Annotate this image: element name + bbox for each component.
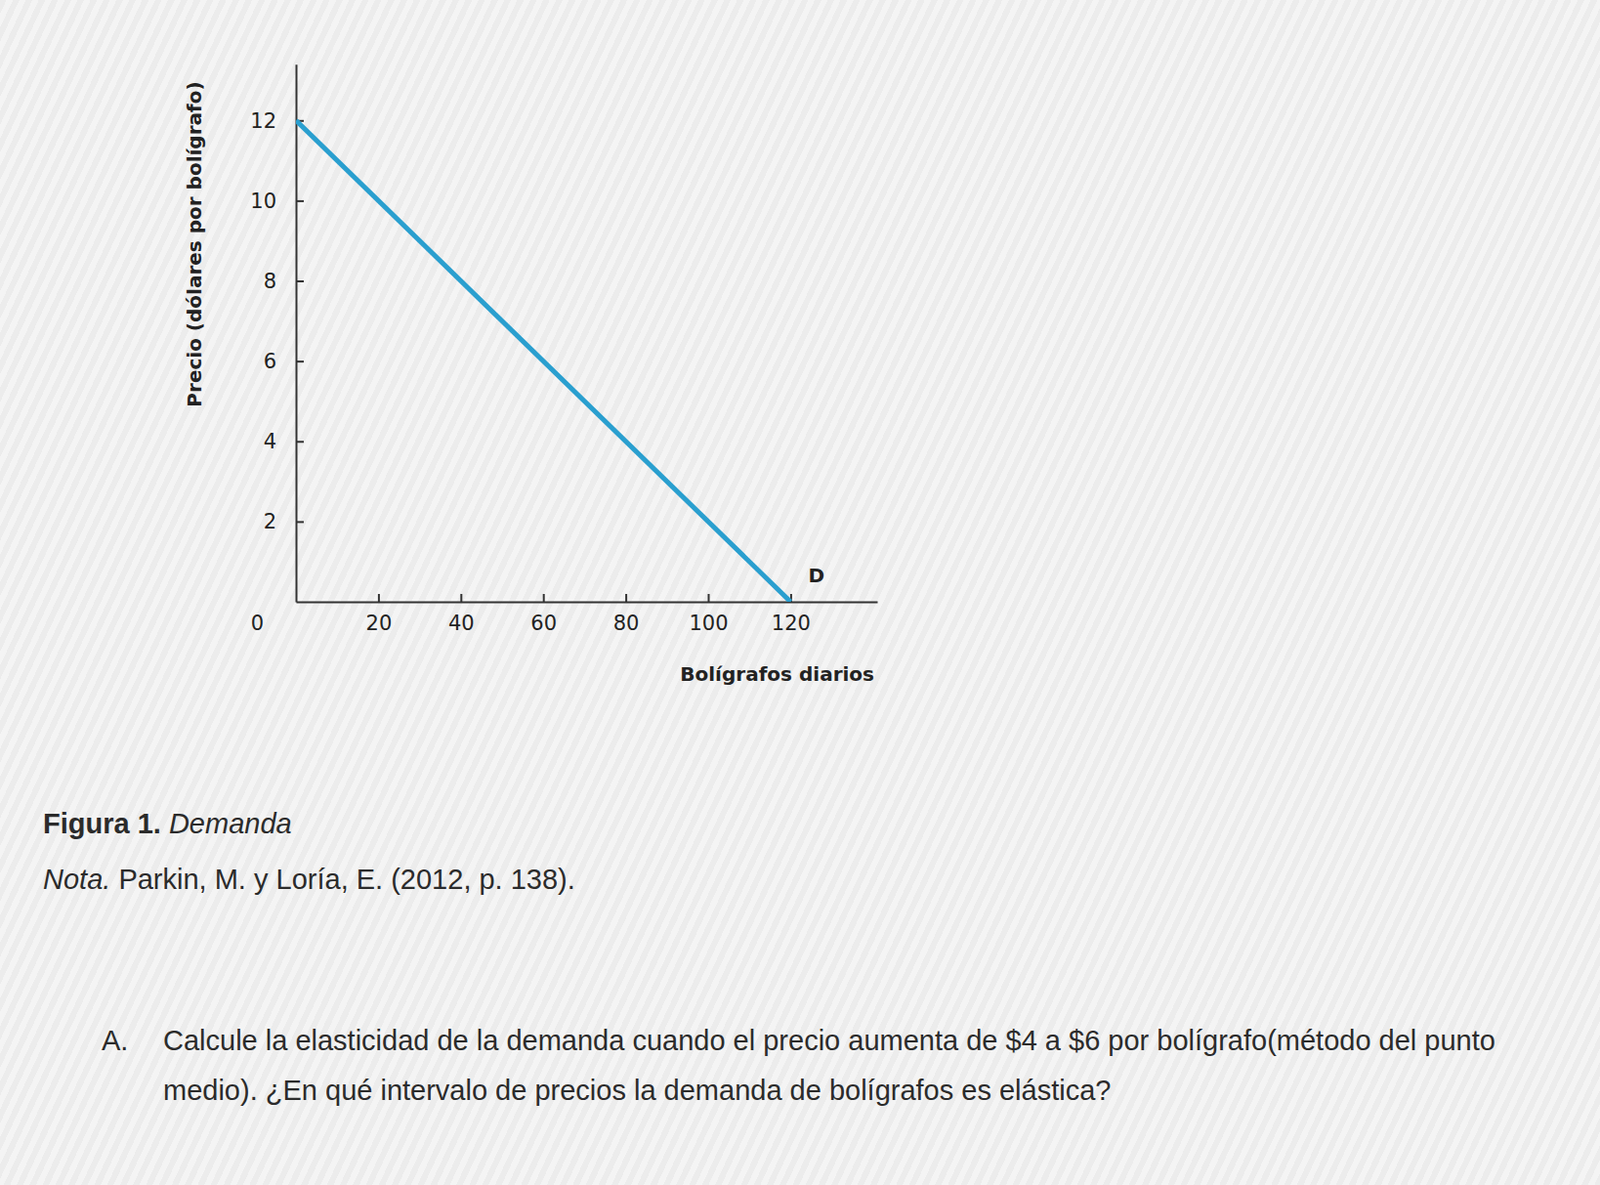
x-tick: 0 — [251, 611, 264, 635]
question-text: Calcule la elasticidad de la demanda cua… — [163, 1015, 1551, 1116]
y-tick-label: 4 — [263, 429, 277, 454]
chart: 0 20 40 60 80 100 120 2 4 6 8 10 12 Bolígrafos diario… — [0, 0, 1600, 1185]
x-tick-mark — [625, 593, 628, 602]
y-tick-label: 8 — [263, 269, 277, 294]
x-axis: 0 20 40 60 80 100 120 — [251, 593, 879, 635]
y-tick-mark — [295, 440, 304, 443]
question-letter: A. — [101, 1015, 128, 1066]
y-axis-title: Precio (dólares por bolígrafo) — [182, 81, 207, 407]
note-text: Parkin, M. y Loría, E. (2012, p. 138). — [118, 863, 575, 895]
figure-label: Figura 1. — [42, 807, 162, 840]
x-tick-label: 80 — [613, 611, 640, 635]
y-tick: 6 — [263, 349, 304, 374]
x-tick: 80 — [613, 593, 640, 635]
note: Nota. Parkin, M. y Loría, E. (2012, p. 1… — [42, 854, 576, 905]
x-tick-label: 0 — [251, 611, 264, 635]
x-tick-mark — [460, 593, 463, 602]
x-tick: 60 — [530, 593, 557, 635]
x-tick-mark — [543, 593, 546, 602]
y-tick: 10 — [250, 189, 304, 213]
x-tick-label: 40 — [448, 611, 475, 635]
demand-line — [295, 120, 791, 602]
y-tick: 12 — [250, 109, 304, 133]
x-tick: 100 — [688, 593, 728, 635]
y-tick-label: 10 — [250, 189, 277, 213]
figure-title: Demanda — [168, 807, 293, 840]
x-tick-mark — [378, 593, 380, 602]
y-tick-mark — [295, 520, 304, 523]
x-tick-label: 100 — [688, 611, 728, 635]
x-tick: 40 — [448, 593, 475, 635]
x-tick: 20 — [366, 593, 393, 635]
x-tick-mark — [708, 593, 711, 602]
y-tick-label: 12 — [250, 109, 277, 133]
y-tick-label: 6 — [263, 349, 277, 374]
y-tick: 8 — [263, 269, 304, 294]
y-tick-mark — [295, 360, 304, 363]
y-tick: 4 — [263, 429, 304, 454]
x-tick-label: 120 — [771, 611, 811, 635]
y-tick-label: 2 — [263, 509, 277, 534]
caption: Figura 1. Demanda — [42, 799, 293, 849]
y-tick-mark — [295, 280, 304, 283]
x-tick-label: 60 — [530, 611, 557, 635]
y-tick: 2 — [263, 509, 304, 534]
note-label: Nota. — [42, 863, 111, 895]
x-axis-title: Bolígrafos diarios — [679, 662, 875, 686]
y-axis: 2 4 6 8 10 12 — [250, 64, 304, 602]
series-label: D — [807, 563, 825, 588]
x-tick-label: 20 — [366, 611, 393, 635]
y-tick-mark — [295, 200, 304, 203]
plot-area — [295, 120, 791, 602]
